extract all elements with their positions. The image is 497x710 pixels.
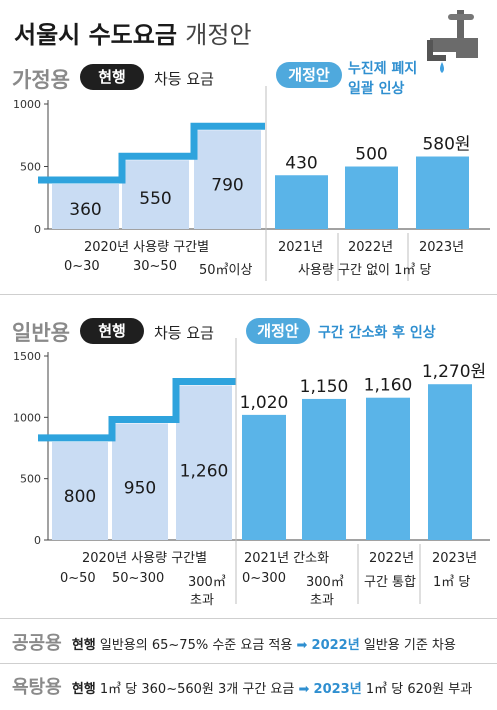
household-bar-label-3: 50㎥이상 [199, 263, 253, 278]
household-proposal-note: 사용량 구간 없이 1㎥ 당 [298, 263, 432, 278]
proposal-value-label-3: 1,160 [364, 376, 413, 396]
general-bar-label-3b: 초과 [190, 593, 214, 608]
household-proposal-desc-2: 일괄 인상 [348, 81, 405, 97]
current-value-label-2: 950 [124, 479, 156, 499]
public-arrow-icon: ➡ [296, 638, 308, 653]
proposal-bar-1 [242, 414, 286, 540]
public-current-text: 일반용의 65~75% 수준 요금 적용 [99, 638, 293, 653]
proposal-bar-4 [428, 384, 472, 540]
current-bar-1 [52, 184, 119, 229]
general-bar-label-1: 0~50 [60, 571, 96, 586]
bath-row: 욕탕용 현행 1㎥ 당 360~560원 3개 구간 요금 ➡ 2023년 1㎥… [12, 673, 472, 699]
general-2022-note: 구간 통합 [364, 575, 416, 590]
household-year-2021: 2021년 [278, 240, 324, 255]
current-step-line [38, 122, 265, 184]
general-proposal-badge: 개정안 [246, 318, 310, 344]
section-divider-3 [0, 663, 497, 664]
household-category: 가정용 [12, 68, 70, 92]
household-bar-label-2: 30~50 [133, 259, 177, 274]
page-title-main: 서울시 수도요금 [14, 21, 177, 49]
proposal-value-label-3: 580원 [422, 135, 470, 155]
household-chart: 1000 500 0 360 550 790 430 500 580원 [13, 86, 490, 281]
current-value-label-1: 800 [64, 487, 96, 507]
y-tick-label: 1000 [13, 411, 41, 424]
current-value-label-3: 790 [211, 176, 243, 196]
proposal-value-label-1: 1,020 [240, 393, 289, 413]
general-proposal-desc: 구간 간소화 후 인상 [318, 325, 436, 341]
y-tick-label: 500 [20, 161, 41, 174]
current-bar-2 [122, 160, 189, 229]
general-2021-bar-label-2b: 초과 [310, 593, 334, 608]
current-value-label-3: 1,260 [180, 461, 229, 481]
current-bar-1 [52, 441, 108, 540]
page-title-sub: 개정안 [185, 21, 252, 49]
proposal-value-label-4: 1,270원 [422, 362, 486, 382]
page-title: 서울시 수도요금 개정안 [14, 15, 252, 50]
general-current-group-label: 2020년 사용량 구간별 [82, 551, 208, 566]
general-category: 일반용 [12, 321, 70, 345]
general-2022-year: 2022년 [369, 551, 415, 566]
general-2023-note: 1㎥ 당 [433, 575, 471, 590]
general-2023-year: 2023년 [432, 551, 478, 566]
section-divider-2 [0, 618, 497, 619]
household-current-desc: 차등 요금 [154, 70, 214, 88]
household-proposal-desc-1: 누진제 폐지 [348, 61, 418, 77]
bath-current-badge: 현행 [71, 682, 96, 697]
general-2021-bar-label-2a: 300㎥ [306, 575, 344, 590]
public-category: 공공용 [12, 633, 62, 654]
bath-current-text: 1㎥ 당 360~560원 3개 구간 요금 [99, 682, 295, 697]
general-current-desc: 차등 요금 [154, 324, 214, 342]
household-year-2023: 2023년 [419, 240, 465, 255]
y-tick-label: 500 [20, 473, 41, 486]
household-current-group-label: 2020년 사용량 구간별 [84, 240, 210, 255]
proposal-bar-2 [302, 398, 346, 540]
general-2021-bar-label-1: 0~300 [242, 571, 286, 586]
current-bar-3 [194, 130, 261, 229]
household-proposal-badge: 개정안 [276, 62, 342, 88]
proposal-bar-3 [416, 156, 469, 229]
y-tick-label: 0 [34, 534, 41, 547]
bath-after-text: 1㎥ 당 620원 부과 [365, 682, 473, 697]
general-current-badge: 현행 [80, 318, 144, 344]
household-bar-label-1: 0~30 [64, 259, 100, 274]
public-year: 2022년 [311, 638, 360, 653]
section-divider [0, 294, 497, 295]
general-chart: 1500 1000 500 0 800 950 1,260 1,020 1,150 1,160 1,… [13, 338, 490, 604]
household-year-2022: 2022년 [348, 240, 394, 255]
public-current-badge: 현행 [71, 638, 96, 653]
y-tick-label: 1500 [13, 350, 41, 363]
proposal-bar-1 [275, 175, 328, 229]
public-after-text: 일반용 기준 차용 [363, 638, 456, 653]
household-current-badge: 현행 [80, 64, 144, 90]
current-bar-3 [176, 385, 232, 540]
general-bar-label-3a: 300㎥ [188, 575, 226, 590]
public-row: 공공용 현행 일반용의 65~75% 수준 요금 적용 ➡ 2022년 일반용 … [12, 629, 456, 655]
proposal-value-label-2: 1,150 [300, 377, 349, 397]
current-value-label-1: 360 [69, 200, 101, 220]
general-2021-label: 2021년 간소화 [244, 551, 330, 566]
proposal-value-label-1: 430 [285, 153, 317, 173]
bath-category: 욕탕용 [12, 677, 62, 698]
proposal-value-label-2: 500 [355, 145, 387, 165]
bath-year: 2023년 [313, 682, 362, 697]
bath-arrow-icon: ➡ [298, 682, 310, 697]
current-value-label-2: 550 [139, 189, 171, 209]
proposal-bar-2 [345, 166, 398, 229]
y-tick-label: 1000 [13, 98, 41, 111]
current-bar-2 [112, 423, 168, 540]
general-bar-label-2: 50~300 [112, 571, 165, 586]
current-step-line [38, 377, 236, 442]
y-tick-label: 0 [34, 223, 41, 236]
proposal-bar-3 [366, 397, 410, 540]
